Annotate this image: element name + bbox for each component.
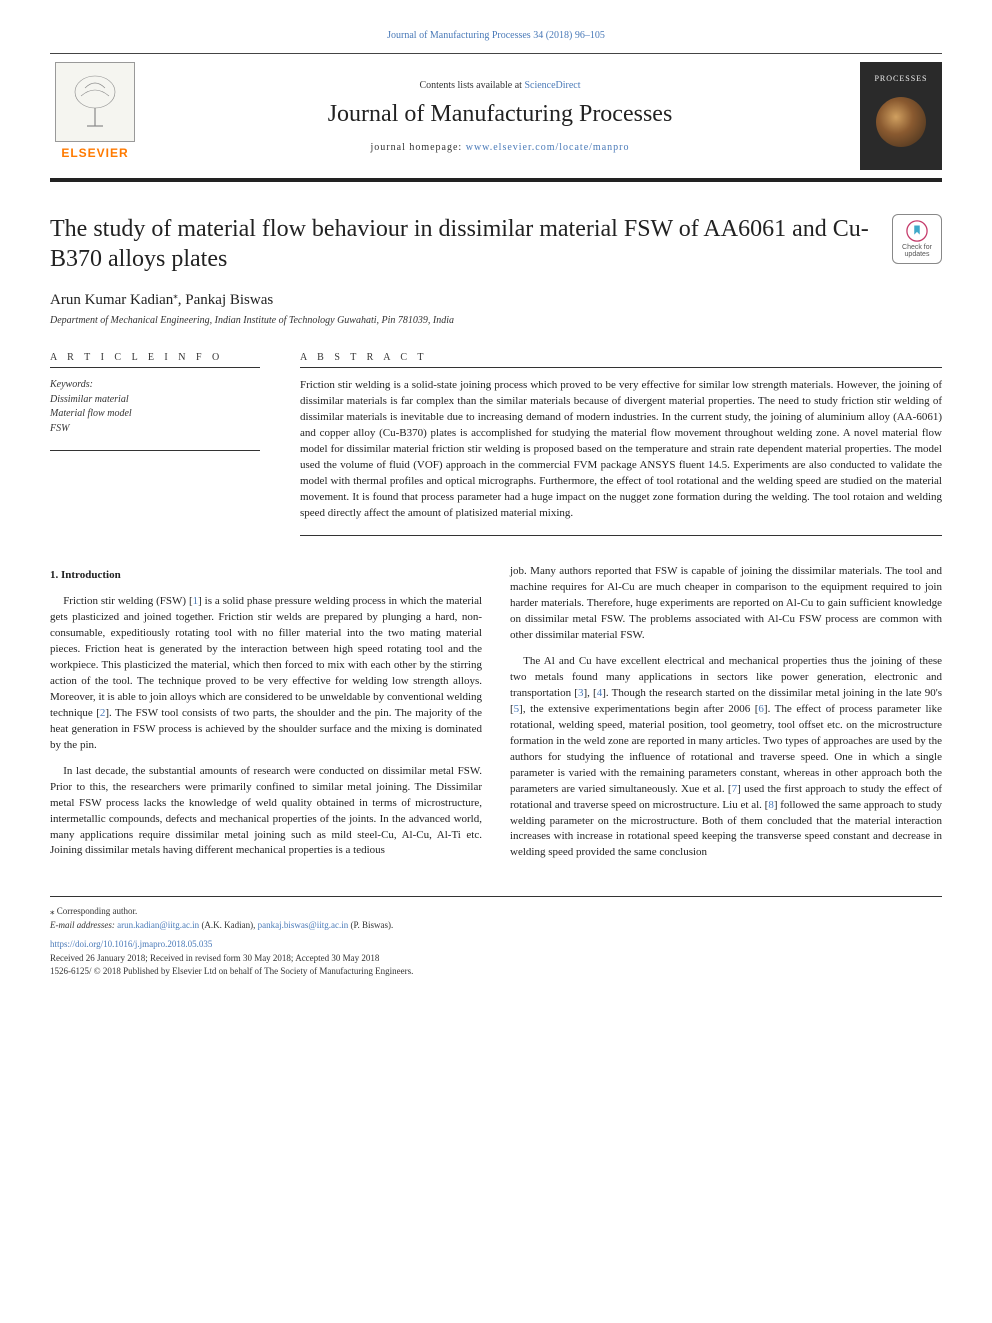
contents-prefix: Contents lists available at [419,80,524,91]
article-info-label: A R T I C L E I N F O [50,352,260,368]
body-p1: Friction stir welding (FSW) [1] is a sol… [50,594,482,753]
running-head: Journal of Manufacturing Processes 34 (2… [50,30,942,41]
keywords-head: Keywords: [50,378,260,393]
publisher-block: ELSEVIER [50,62,140,178]
bookmark-check-icon [906,220,928,242]
p4d: ], the extensive experimentations begin … [519,703,758,715]
abstract-text: Friction stir welding is a solid-state j… [300,378,942,536]
p4b: ], [ [583,687,596,699]
author-1: Arun Kumar Kadian [50,292,173,308]
journal-cover-thumb: PROCESSES [860,62,942,170]
p1c: ]. The FSW tool consists of two parts, t… [50,707,482,751]
homepage-link[interactable]: www.elsevier.com/locate/manpro [466,142,630,153]
journal-name: Journal of Manufacturing Processes [328,101,673,128]
email-label: E-mail addresses: [50,920,117,930]
email-2-paren: (P. Biswas). [348,920,393,930]
corresponding-author: ⁎ Corresponding author. [50,905,942,919]
author-2: Pankaj Biswas [185,292,273,308]
masthead: ELSEVIER Contents lists available at Sci… [50,53,942,182]
publisher-label: ELSEVIER [61,146,128,160]
p1b: ] is a solid phase pressure welding proc… [50,595,482,719]
body-p3: job. Many authors reported that FSW is c… [510,564,942,644]
email-line: E-mail addresses: arun.kadian@iitg.ac.in… [50,919,942,933]
article-history: Received 26 January 2018; Received in re… [50,952,942,966]
updates-line2: updates [905,251,930,258]
affiliation: Department of Mechanical Engineering, In… [50,315,942,326]
masthead-center: Contents lists available at ScienceDirec… [152,62,848,178]
contents-line: Contents lists available at ScienceDirec… [419,80,580,91]
elsevier-tree-icon [55,62,135,142]
body-p4: The Al and Cu have excellent electrical … [510,654,942,861]
copyright-line: 1526-6125/ © 2018 Published by Elsevier … [50,965,942,979]
homepage-prefix: journal homepage: [371,142,466,153]
homepage-line: journal homepage: www.elsevier.com/locat… [371,142,630,153]
p4e: ]. The effect of process parameter like … [510,703,942,795]
footer: ⁎ Corresponding author. E-mail addresses… [50,896,942,979]
abstract-label: A B S T R A C T [300,352,942,368]
check-updates-badge[interactable]: Check for updates [892,214,942,264]
updates-line1: Check for [902,244,932,251]
doi-link[interactable]: https://doi.org/10.1016/j.jmapro.2018.05… [50,938,942,952]
email-2-link[interactable]: pankaj.biswas@iitg.ac.in [258,920,349,930]
sciencedirect-link[interactable]: ScienceDirect [524,80,580,91]
keyword-3: FSW [50,422,260,437]
keywords-block: Keywords: Dissimilar material Material f… [50,378,260,436]
article-title: The study of material flow behaviour in … [50,214,880,274]
body-p2: In last decade, the substantial amounts … [50,764,482,860]
section-1-heading: 1. Introduction [50,568,482,584]
cover-art-icon [876,97,926,147]
keyword-1: Dissimilar material [50,393,260,408]
cover-label: PROCESSES [874,74,927,83]
email-1-paren: (A.K. Kadian), [199,920,257,930]
keyword-2: Material flow model [50,407,260,422]
p1a: Friction stir welding (FSW) [ [63,595,192,607]
authors: Arun Kumar Kadian⁎, Pankaj Biswas [50,290,942,309]
email-1-link[interactable]: arun.kadian@iitg.ac.in [117,920,199,930]
body-columns: 1. Introduction Friction stir welding (F… [50,564,942,870]
